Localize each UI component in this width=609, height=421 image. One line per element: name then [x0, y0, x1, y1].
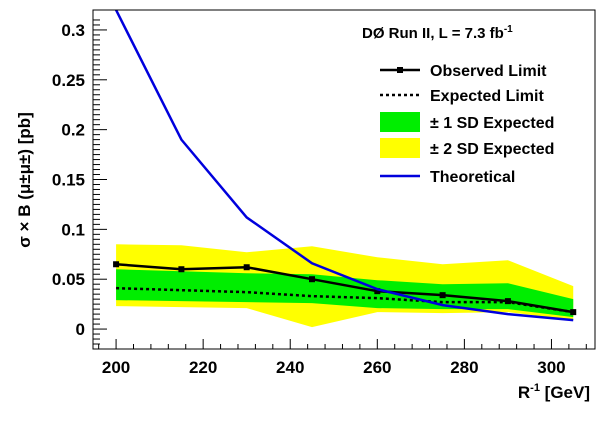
x-tick-label: 280 [450, 358, 478, 377]
legend-label: Expected Limit [430, 88, 544, 105]
observed-point [504, 298, 511, 305]
x-tick-label: 300 [537, 358, 565, 377]
x-tick-label: 220 [189, 358, 217, 377]
x-axis-label-unit: [GeV] [540, 383, 590, 402]
y-tick-label: 0.1 [61, 220, 85, 239]
observed-point [374, 288, 381, 295]
observed-point [178, 266, 185, 273]
y-axis-label: σ × B (μ±μ±) [pb] [15, 112, 34, 248]
legend-2sd-symbol [380, 138, 420, 158]
observed-point [243, 264, 250, 271]
observed-point [113, 261, 120, 268]
x-axis-label: R-1 [GeV] [518, 382, 590, 402]
y-tick-label: 0 [76, 320, 85, 339]
legend-label: ± 1 SD Expected [430, 115, 554, 132]
band-1sd [116, 269, 574, 318]
x-axis-label-main: R [518, 383, 530, 402]
chart-title-main: DØ Run II, L = 7.3 fb [362, 25, 504, 42]
legend-label: Theoretical [430, 169, 515, 186]
y-tick-label: 0.3 [61, 21, 85, 40]
x-tick-label: 200 [102, 358, 130, 377]
legend: Observed Limit Expected Limit ± 1 SD Expec… [380, 63, 554, 186]
chart-title: DØ Run II, L = 7.3 fb-1 [362, 24, 513, 42]
observed-limit-line [115, 263, 574, 314]
x-tick-label: 260 [363, 358, 391, 377]
theoretical-line [114, 10, 574, 322]
chart-title-sup: -1 [504, 24, 513, 35]
legend-label: ± 2 SD Expected [430, 141, 554, 158]
y-tick-label: 0.15 [52, 171, 85, 190]
expected-limit-line [116, 286, 574, 314]
legend-1sd-symbol [380, 112, 420, 132]
observed-point [570, 309, 577, 316]
observed-point [439, 292, 446, 299]
y-tick-label: 0.25 [52, 71, 85, 90]
legend-label: Observed Limit [430, 63, 547, 80]
legend-observed-marker [397, 67, 403, 73]
x-axis-label-sup: -1 [530, 382, 540, 394]
y-tick-label: 0.2 [61, 121, 85, 140]
x-tick-label: 240 [276, 358, 304, 377]
observed-point [308, 276, 315, 283]
y-tick-label: 0.05 [52, 270, 85, 289]
